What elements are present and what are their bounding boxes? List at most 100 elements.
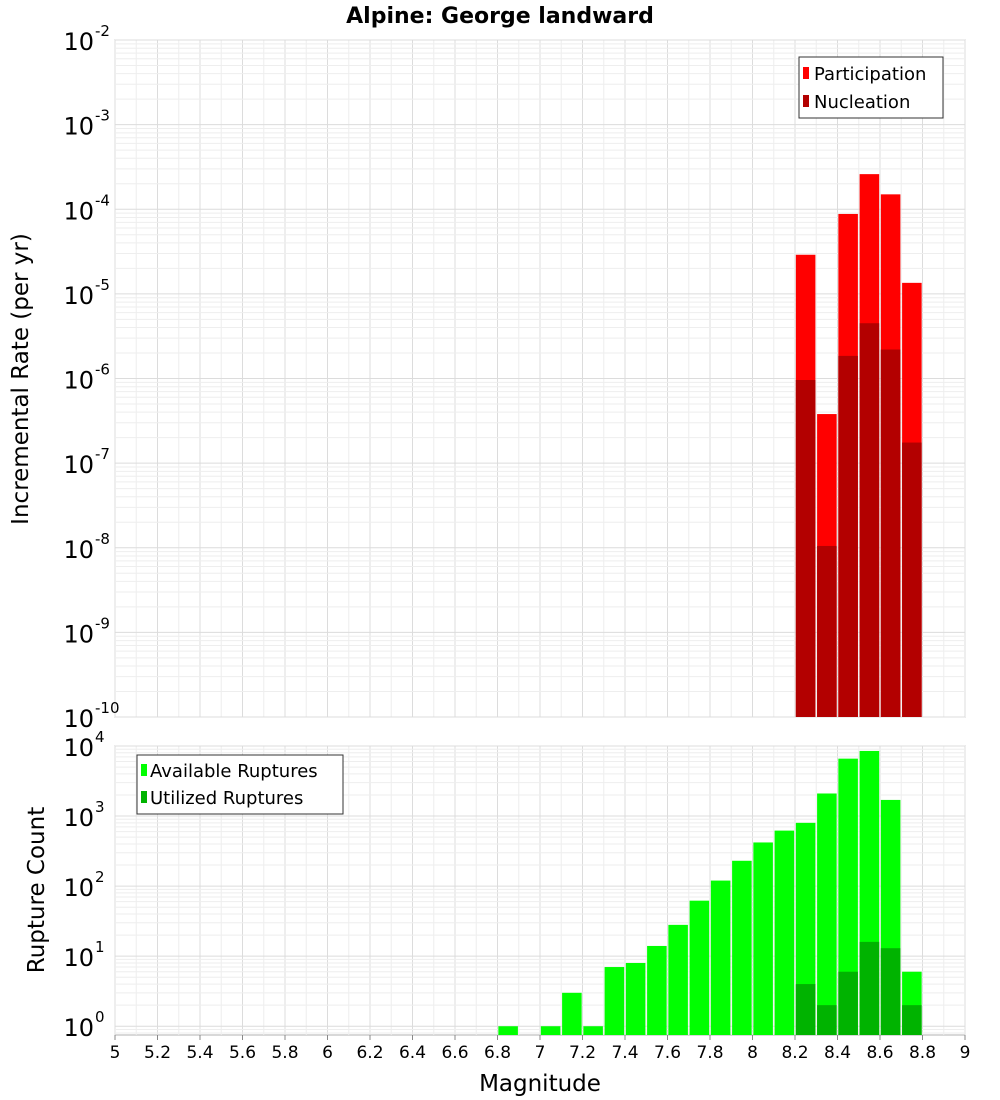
y-tick-label-base: 10 (63, 282, 94, 310)
available-ruptures-bar (838, 758, 858, 1035)
y-tick-label-base: 10 (63, 734, 94, 762)
x-axis-label: Magnitude (479, 1071, 601, 1097)
available-ruptures-bar (817, 793, 837, 1035)
utilized-legend-label: Utilized Ruptures (150, 788, 303, 809)
y-tick-label-base: 10 (63, 28, 94, 56)
y-tick-label-exponent: -10 (95, 699, 120, 717)
x-tick-label: 8.8 (909, 1043, 936, 1063)
y-tick-label-exponent: -4 (95, 191, 110, 209)
available-ruptures-bar (710, 880, 731, 1035)
y-tick-label-base: 10 (63, 874, 94, 902)
nucleation-bar (859, 323, 880, 717)
y-tick-label-base: 10 (63, 620, 94, 648)
x-ticks: 5 5.2 5.4 5.6 5.8 6 6.2 6.4 6.6 6.8 7 7.2 7.4 7.6 7.8 8… (110, 1035, 971, 1063)
available-ruptures-bar (562, 992, 582, 1035)
x-tick-label: 8.6 (866, 1043, 893, 1063)
x-tick-label: 5 (110, 1043, 121, 1063)
y-tick-label-exponent: -2 (95, 22, 110, 40)
x-tick-label: 5.8 (271, 1043, 298, 1063)
available-legend-label: Available Ruptures (150, 761, 318, 782)
utilized-ruptures-bar (838, 971, 858, 1035)
y-tick-label-exponent: -6 (95, 361, 110, 379)
x-tick-label: 6.8 (484, 1043, 511, 1063)
count-y-axis-label: Rupture Count (24, 807, 50, 973)
rate-legend: Participation Nucleation (798, 56, 944, 119)
y-tick-label-base: 10 (63, 944, 94, 972)
utilized-ruptures-bar (795, 984, 816, 1035)
nucleation-bar (838, 355, 858, 717)
rate-y-axis-label: Incremental Rate (per yr) (8, 233, 34, 525)
utilized-ruptures-bar (880, 948, 901, 1035)
x-tick-label: 9 (960, 1043, 971, 1063)
x-tick-label: 5.4 (186, 1043, 213, 1063)
y-tick-label-exponent: -7 (95, 445, 110, 463)
count-bars (498, 750, 922, 1035)
y-tick-label-exponent: 0 (95, 1008, 105, 1026)
available-ruptures-bar (795, 822, 816, 1035)
y-tick-label-base: 10 (63, 536, 94, 564)
nucleation-legend-swatch (803, 95, 809, 107)
available-ruptures-bar (604, 967, 625, 1035)
available-ruptures-bar (732, 860, 752, 1035)
available-ruptures-bar (668, 924, 688, 1035)
x-tick-label: 7.4 (611, 1043, 638, 1063)
y-tick-label-exponent: -8 (95, 530, 110, 548)
x-tick-label: 6 (322, 1043, 333, 1063)
y-tick-label-exponent: 1 (95, 938, 105, 956)
available-ruptures-bar (498, 1026, 518, 1035)
rate-legend-box (798, 56, 944, 119)
y-tick-label-base: 10 (63, 197, 94, 225)
rate-bars (795, 174, 922, 718)
nucleation-bar (880, 349, 901, 717)
y-tick-label-exponent: -9 (95, 614, 110, 632)
y-tick-label-base: 10 (63, 804, 94, 832)
available-ruptures-bar (540, 1026, 561, 1035)
count-legend: Available Ruptures Utilized Ruptures (136, 754, 344, 815)
y-tick-label-base: 10 (63, 451, 94, 479)
rate-gridlines (114, 39, 966, 718)
x-tick-label: 5.6 (229, 1043, 256, 1063)
y-tick-label-exponent: -3 (95, 107, 110, 125)
nucleation-bar (795, 380, 816, 717)
available-ruptures-bar (774, 830, 795, 1035)
utilized-legend-swatch (141, 791, 147, 803)
utilized-ruptures-bar (902, 1005, 922, 1035)
available-ruptures-bar (583, 1026, 603, 1035)
y-tick-label-base: 10 (63, 705, 94, 733)
x-tick-label: 6.6 (441, 1043, 468, 1063)
x-tick-label: 6.2 (356, 1043, 383, 1063)
available-ruptures-bar (753, 842, 773, 1035)
y-tick-label-base: 10 (63, 1014, 94, 1042)
available-ruptures-bar (689, 900, 710, 1035)
y-tick-label-base: 10 (63, 367, 94, 395)
y-tick-label-exponent: 4 (95, 728, 105, 746)
x-tick-label: 6.4 (399, 1043, 426, 1063)
utilized-ruptures-bar (859, 941, 880, 1035)
nucleation-legend-label: Nucleation (814, 92, 910, 113)
y-tick-label-exponent: -5 (95, 276, 110, 294)
available-legend-swatch (141, 764, 147, 776)
x-tick-label: 8.4 (824, 1043, 851, 1063)
x-tick-label: 7.6 (654, 1043, 681, 1063)
x-tick-label: 7 (535, 1043, 546, 1063)
available-ruptures-bar (625, 962, 646, 1035)
x-tick-label: 5.2 (144, 1043, 171, 1063)
x-tick-label: 7.2 (569, 1043, 596, 1063)
y-tick-label-exponent: 3 (95, 798, 105, 816)
available-ruptures-bar (647, 945, 667, 1035)
nucleation-bar (817, 545, 837, 717)
participation-legend-label: Participation (814, 64, 926, 85)
x-tick-label: 7.8 (696, 1043, 723, 1063)
chart-title: Alpine: George landward (346, 4, 654, 29)
utilized-ruptures-bar (817, 1005, 837, 1035)
x-tick-label: 8.2 (781, 1043, 808, 1063)
y-tick-label-base: 10 (63, 113, 94, 141)
participation-legend-swatch (803, 67, 809, 79)
count-legend-box (136, 754, 344, 815)
y-tick-label-exponent: 2 (95, 868, 105, 886)
